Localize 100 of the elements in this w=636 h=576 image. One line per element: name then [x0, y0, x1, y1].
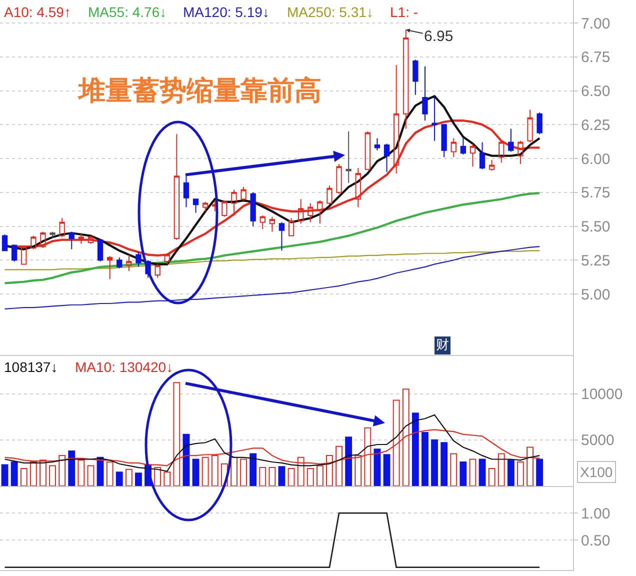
- candlestick: [488, 159, 495, 172]
- annotation: 财: [436, 338, 449, 353]
- bar: [374, 448, 381, 486]
- line-series: [4, 250, 540, 270]
- bar: [250, 453, 257, 486]
- candlestick: [326, 185, 332, 206]
- candlestick: [2, 234, 8, 252]
- candlestick: [11, 244, 18, 262]
- text: MA55: 4.76↓: [88, 4, 167, 20]
- bar: [68, 450, 76, 486]
- candlestick: [460, 138, 466, 155]
- bar: [383, 454, 390, 486]
- bar: [20, 468, 28, 486]
- candlestick: [250, 192, 256, 227]
- y-tick-label: 10000: [581, 386, 623, 403]
- candlestick: [364, 130, 371, 170]
- bar: [440, 442, 448, 486]
- y-tick-label: 6.50: [581, 83, 610, 100]
- bar: [192, 458, 200, 486]
- candlestick: [278, 222, 285, 252]
- bar: [268, 467, 276, 486]
- candlestick: [384, 143, 390, 173]
- bar: [135, 472, 142, 486]
- candlestick: [174, 134, 180, 240]
- bar: [125, 468, 132, 486]
- candlestick: [240, 186, 246, 202]
- candlestick: [260, 214, 266, 230]
- candlestick: [126, 254, 132, 272]
- bar: [10, 462, 18, 486]
- bar: [240, 458, 247, 486]
- candlestick: [222, 200, 228, 218]
- y-axis-title: X100: [580, 464, 613, 480]
- candlestick: [30, 235, 36, 250]
- candlestick: [412, 59, 418, 96]
- candlestick: [192, 198, 199, 214]
- candlestick: [317, 200, 323, 224]
- text: MA10: 130420↓: [75, 359, 174, 375]
- candlestick: [40, 231, 46, 248]
- candlestick: [154, 264, 160, 278]
- bar: [507, 460, 514, 486]
- y-tick-label: 6.00: [581, 150, 610, 168]
- bar: [230, 456, 238, 486]
- candlestick: [50, 231, 56, 239]
- candlestick: [374, 138, 380, 151]
- candlestick: [422, 66, 428, 122]
- candlestick: [450, 138, 456, 158]
- y-tick-label: 5000: [581, 432, 614, 450]
- text: 108137↓: [4, 359, 58, 375]
- y-tick-label: 7.00: [581, 15, 610, 32]
- candlestick: [116, 256, 122, 269]
- y-tick-label: 5.50: [581, 218, 610, 236]
- bar: [460, 462, 467, 486]
- candlestick: [202, 201, 208, 212]
- y-tick-label: 5.25: [581, 252, 610, 270]
- candlestick: [527, 109, 533, 143]
- candlestick: [336, 163, 342, 194]
- candlestick: [536, 112, 542, 135]
- bar: [488, 468, 496, 486]
- bar: [469, 458, 476, 486]
- candlestick: [498, 140, 504, 164]
- bar: [345, 436, 352, 486]
- y-tick-label: 6.75: [581, 49, 610, 66]
- bar: [517, 462, 524, 486]
- candlestick: [288, 218, 294, 236]
- candlestick: [231, 189, 237, 216]
- bar: [278, 466, 286, 486]
- candlestick: [470, 143, 476, 168]
- candlestick: [355, 168, 361, 208]
- bar: [288, 468, 295, 486]
- y-tick-label: 0.50: [581, 532, 610, 550]
- candlestick: [59, 218, 65, 238]
- line-series: [4, 192, 541, 284]
- text: 堆量蓄势缩量靠前高: [76, 75, 322, 106]
- text: A10: 4.59↑: [4, 4, 71, 20]
- candlestick: [298, 198, 304, 224]
- candlestick: [88, 235, 94, 244]
- bar: [478, 458, 486, 486]
- candlestick: [432, 97, 438, 142]
- y-tick-label: 5.75: [581, 184, 610, 202]
- bar: [412, 412, 419, 486]
- bar: [1, 464, 8, 486]
- candlestick: [518, 140, 524, 164]
- bar: [536, 458, 544, 486]
- candlestick: [68, 231, 74, 250]
- candlestick: [97, 239, 104, 262]
- y-tick-label: 6.25: [581, 116, 610, 134]
- annotation: 6.95: [424, 28, 454, 45]
- bar: [87, 465, 94, 486]
- text: MA120: 5.19↓: [183, 4, 270, 20]
- line-series: [4, 246, 540, 310]
- bar: [422, 432, 428, 486]
- bar: [306, 468, 314, 486]
- bar: [49, 465, 56, 486]
- candlestick: [508, 128, 514, 152]
- text: MA250: 5.31↓: [287, 4, 374, 20]
- candlestick: [269, 216, 276, 232]
- candlestick: [403, 29, 409, 130]
- candlestick: [346, 130, 352, 184]
- candlestick: [479, 142, 486, 170]
- candlestick: [136, 252, 142, 268]
